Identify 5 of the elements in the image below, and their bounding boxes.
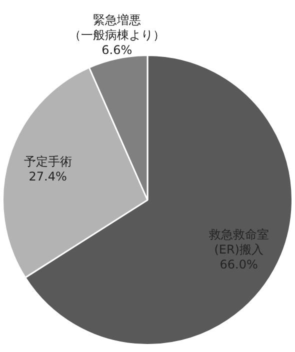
data-label: 66.0%	[220, 257, 258, 272]
slice-label: 緊急増悪（一般病棟より）	[68, 13, 165, 42]
slice-label: 予定手術	[24, 154, 72, 168]
data-label: 27.4%	[28, 169, 67, 184]
data-label: 6.6%	[102, 43, 132, 58]
